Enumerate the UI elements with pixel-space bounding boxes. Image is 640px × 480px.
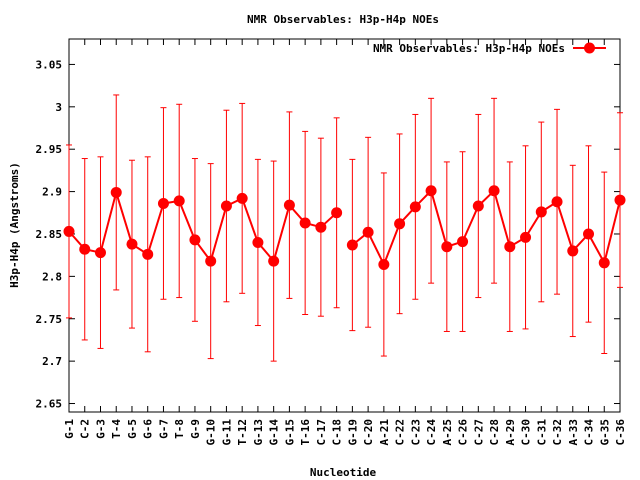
x-tick-label: G-15 (283, 419, 296, 446)
x-tick-label: C-28 (488, 419, 501, 446)
data-point (614, 194, 626, 206)
x-tick-label: C-2 (79, 419, 92, 439)
data-point (173, 195, 185, 207)
y-tick-label: 2.75 (36, 313, 63, 326)
y-tick-label: 2.95 (36, 143, 63, 156)
data-point (189, 234, 201, 246)
x-tick-label: C-26 (457, 419, 470, 446)
data-point (205, 255, 217, 267)
x-tick-label: G-3 (94, 419, 107, 439)
plot-border (68, 38, 621, 413)
data-point (472, 200, 484, 212)
y-axis-label: H3p-H4p (Angstroms) (8, 162, 21, 288)
data-point (378, 258, 390, 270)
x-tick-label: G-10 (205, 419, 218, 446)
data-point (394, 218, 406, 230)
y-tick-label: 3 (55, 101, 62, 114)
x-tick-label: G-1 (63, 419, 76, 439)
series-line (68, 188, 338, 264)
data-point (63, 225, 75, 237)
data-point (583, 228, 595, 240)
plot-frame (68, 38, 621, 413)
y-tick-label: 3.05 (36, 58, 63, 71)
x-tick-label: C-18 (331, 419, 344, 446)
data-point (409, 201, 421, 213)
data-point (504, 241, 516, 253)
data-point (268, 255, 280, 267)
x-tick-label: C-30 (520, 419, 533, 446)
series-line (351, 188, 621, 267)
legend: NMR Observables: H3p-H4p NOEs (373, 42, 606, 55)
data-point (220, 200, 232, 212)
x-tick-label: T-8 (173, 419, 186, 439)
x-tick-label: G-13 (252, 419, 265, 446)
x-tick-label: T-4 (110, 419, 123, 439)
x-tick-label: A-21 (378, 419, 391, 446)
chart-title: NMR Observables: H3p-H4p NOEs (247, 13, 439, 26)
x-tick-label: G-6 (142, 419, 155, 439)
x-tick-label: C-36 (614, 419, 627, 446)
data-point (126, 238, 138, 250)
x-tick-label: G-19 (346, 419, 359, 446)
x-tick-label: C-20 (362, 419, 375, 446)
series-layer (63, 94, 626, 362)
x-tick-label: C-17 (315, 419, 328, 446)
data-point (94, 247, 106, 259)
y-tick-label: 2.8 (42, 270, 62, 283)
legend-marker (584, 42, 595, 54)
data-point (110, 186, 122, 198)
x-tick-label: G-14 (268, 419, 281, 446)
data-point (142, 248, 154, 260)
x-tick-label: C-22 (394, 419, 407, 446)
data-point (551, 196, 563, 208)
y-axis: 2.65 2.7 2.75 2.8 2.85 2.9 2.95 3 3.05 (36, 58, 620, 411)
data-point (315, 221, 327, 233)
data-point (362, 226, 374, 238)
data-point (252, 236, 264, 248)
data-point (79, 243, 91, 255)
x-axis-label: Nucleotide (310, 466, 377, 479)
data-point (488, 185, 500, 197)
x-tick-label: C-34 (583, 419, 596, 446)
data-point (457, 236, 469, 248)
legend-label: NMR Observables: H3p-H4p NOEs (373, 42, 565, 55)
data-point (441, 241, 453, 253)
x-tick-label: G-35 (598, 419, 611, 446)
y-tick-label: 2.65 (36, 398, 63, 411)
data-point (157, 197, 169, 209)
y-tick-label: 2.9 (42, 186, 62, 199)
x-tick-label: C-23 (409, 419, 422, 446)
x-tick-label: A-29 (504, 419, 517, 446)
x-tick-label: C-24 (425, 419, 438, 446)
data-point (331, 207, 343, 219)
y-tick-label: 2.85 (36, 228, 63, 241)
x-tick-label: T-16 (299, 419, 312, 446)
data-point (425, 185, 437, 197)
data-point (535, 206, 547, 218)
data-point (236, 192, 248, 204)
x-tick-label: G-5 (126, 419, 139, 439)
x-tick-label: G-11 (220, 419, 233, 446)
data-point (346, 239, 358, 251)
data-point (567, 245, 579, 257)
data-point (598, 257, 610, 269)
x-tick-label: C-31 (535, 419, 548, 446)
data-point (283, 199, 295, 211)
x-tick-label: T-12 (236, 419, 249, 446)
x-tick-label: C-32 (551, 419, 564, 446)
x-tick-label: A-33 (567, 419, 580, 446)
x-tick-label: C-27 (472, 419, 485, 446)
x-tick-label: A-25 (441, 419, 454, 446)
x-tick-label: G-9 (189, 419, 202, 439)
x-tick-label: G-7 (157, 419, 170, 439)
x-axis: G-1 C-2 G-3 T-4 G-5 G-6 G-7 T-8 G-9 G-10 G-11 T-12 G… (63, 39, 627, 446)
y-tick-label: 2.7 (42, 355, 62, 368)
data-point (520, 231, 532, 243)
data-point (299, 217, 311, 229)
